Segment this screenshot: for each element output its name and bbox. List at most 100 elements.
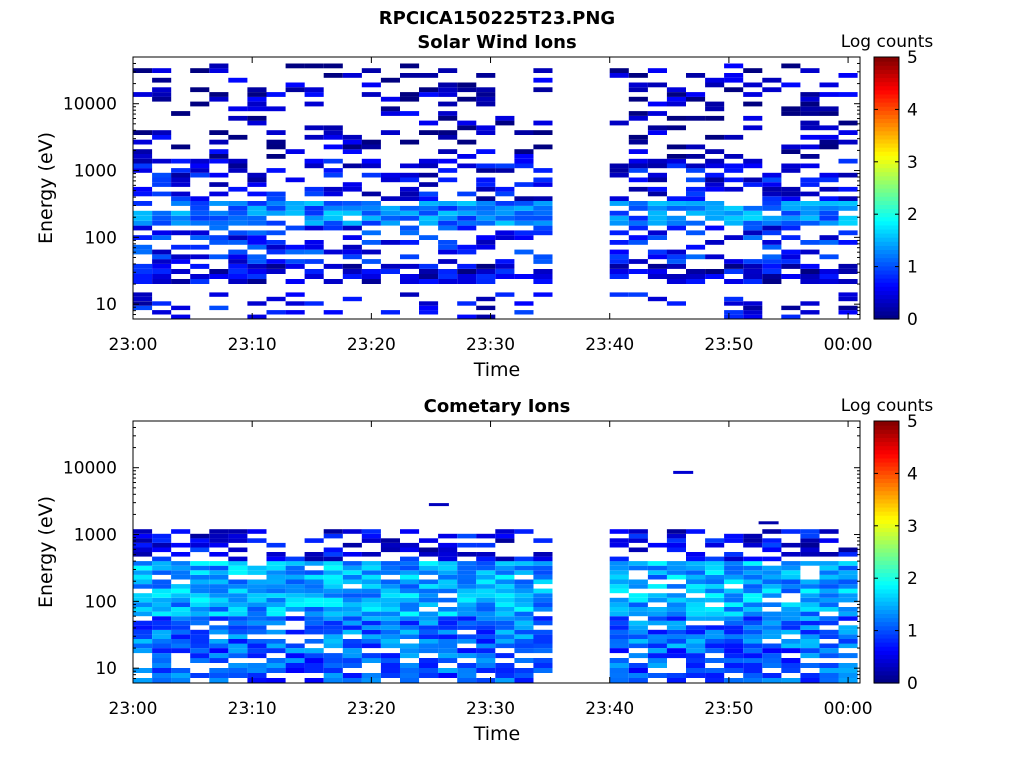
spectrogram-cell <box>266 597 286 603</box>
spectrogram-cell <box>476 588 496 594</box>
spectrogram-cell <box>438 570 458 575</box>
spectrogram-cell <box>819 673 839 678</box>
spectrogram-cell <box>762 240 782 245</box>
spectrogram-cell <box>380 584 400 589</box>
spectrogram-cell <box>647 542 667 548</box>
spectrogram-cell <box>743 648 763 654</box>
spectrogram-cell <box>228 561 248 566</box>
spectrogram-cell <box>323 663 343 668</box>
spectrogram-cell <box>171 588 191 594</box>
spectrogram-cell <box>647 215 667 221</box>
spectrogram-cell <box>285 579 305 585</box>
colorbar-segment <box>874 208 899 214</box>
spectrogram-cell <box>838 130 858 135</box>
spectrogram-cell <box>514 163 534 169</box>
spectrogram-cell <box>323 205 343 211</box>
spectrogram-cell <box>686 73 706 78</box>
spectrogram-cell <box>743 561 763 566</box>
spectrogram-cell <box>800 634 820 639</box>
spectrogram-cell <box>152 68 172 73</box>
spectrogram-cell <box>819 144 839 150</box>
spectrogram-cell <box>228 263 248 269</box>
spectrogram-cell <box>495 191 515 197</box>
spectrogram-cell <box>361 574 381 580</box>
spectrogram-cell <box>781 149 801 154</box>
colorbar-segment <box>874 142 899 148</box>
spectrogram-cell <box>819 574 839 580</box>
spectrogram-cell <box>705 172 725 178</box>
colorbar-tick-label: 3 <box>907 153 918 173</box>
spectrogram-cell <box>304 225 324 231</box>
spectrogram-cell <box>666 629 686 635</box>
spectrogram-cell <box>323 653 343 659</box>
spectrogram-cell <box>190 561 210 566</box>
spectrogram-cell <box>762 87 782 93</box>
colorbar-segment <box>874 470 899 475</box>
colorbar-segment <box>874 130 899 136</box>
spectrogram-cell <box>495 529 515 534</box>
spectrogram-cell <box>380 542 400 548</box>
spectrogram-cell <box>476 296 496 302</box>
spectrogram-cell <box>266 588 286 594</box>
spectrogram-cell <box>304 648 324 654</box>
spectrogram-cell <box>514 154 534 159</box>
spectrogram-cell <box>228 602 248 607</box>
colorbar-segment <box>874 494 899 500</box>
spectrogram-cell <box>228 259 248 264</box>
spectrogram-cell <box>647 186 667 192</box>
spectrogram-cell <box>781 668 801 673</box>
spectrogram-cell <box>647 296 667 302</box>
spectrogram-cell <box>361 529 381 534</box>
spectrogram-cell <box>647 634 667 639</box>
spectrogram-cell <box>838 625 858 630</box>
spectrogram-cell <box>266 310 286 315</box>
spectrogram-cell <box>533 215 553 221</box>
spectrogram-cell <box>705 106 725 112</box>
colorbar-segment <box>874 678 899 684</box>
spectrogram-cell <box>152 629 172 635</box>
spectrogram-cell <box>209 201 229 206</box>
spectrogram-cell <box>666 648 686 654</box>
colorbar-segment <box>874 543 899 549</box>
spectrogram-cell <box>152 182 172 187</box>
spectrogram-cell <box>152 547 172 553</box>
spectrogram-cell <box>743 602 763 607</box>
spectrogram-cell <box>476 149 496 154</box>
spectrogram-cell <box>419 310 439 315</box>
spectrogram-cell <box>533 120 553 126</box>
spectrogram-cell <box>800 653 820 659</box>
spectrogram-cell <box>419 210 439 216</box>
spectrogram-cell <box>228 579 248 585</box>
spectrogram-cell <box>152 269 172 274</box>
spectrogram-cell <box>190 616 210 621</box>
spectrogram-cell <box>495 629 515 635</box>
spectrogram-cell <box>285 310 305 315</box>
spectrogram-cell <box>380 210 400 216</box>
spectrogram-cell <box>266 579 286 585</box>
spectrogram-cell <box>686 658 706 663</box>
spectrogram-cell <box>628 134 648 140</box>
spectrogram-cell <box>666 220 686 226</box>
spectrogram-cell <box>686 574 706 580</box>
x-tick-label: 23:30 <box>466 335 515 355</box>
spectrogram-cell <box>209 154 229 159</box>
spectrogram-cell <box>133 130 153 135</box>
spectrogram-cell <box>609 172 629 178</box>
spectrogram-cell <box>762 570 782 575</box>
spectrogram-cell <box>647 616 667 621</box>
spectrogram-cell <box>800 249 820 255</box>
spectrogram-cell <box>476 125 496 131</box>
spectrogram-cell <box>209 593 229 598</box>
spectrogram-cell <box>781 616 801 621</box>
spectrogram-cell <box>323 593 343 598</box>
colorbar-segment <box>874 61 899 66</box>
spectrogram-cell <box>609 643 629 649</box>
spectrogram-cell <box>686 639 706 644</box>
spectrogram-cell <box>666 125 686 131</box>
spectrogram-cell <box>838 292 858 297</box>
spectrogram-cell <box>762 643 782 649</box>
spectrogram-cell <box>609 263 629 269</box>
colorbar-segment <box>874 179 899 185</box>
spectrogram-cell <box>686 588 706 594</box>
spectrogram-cell <box>438 542 458 548</box>
